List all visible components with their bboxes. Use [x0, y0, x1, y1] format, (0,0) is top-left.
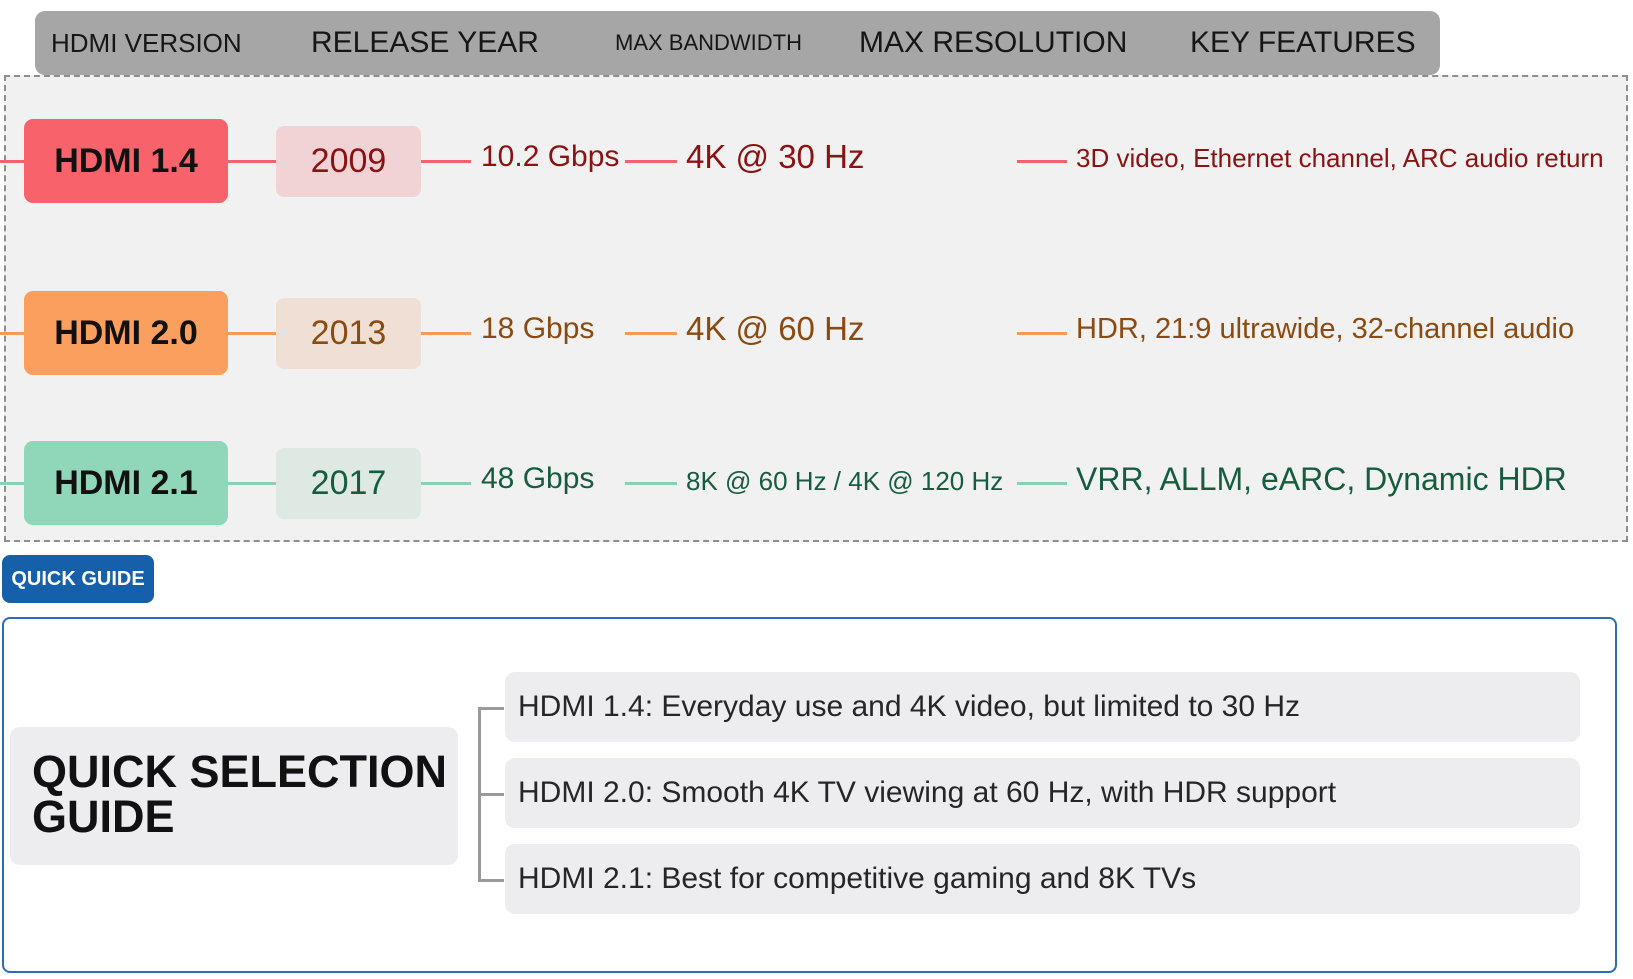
guide-item: HDMI 2.1: Best for competitive gaming an…	[505, 844, 1580, 914]
resolution-value: 4K @ 30 Hz	[686, 138, 865, 175]
header-max-bandwidth: MAX BANDWIDTH	[615, 30, 802, 55]
row-connector	[228, 160, 276, 163]
row-connector	[421, 482, 471, 485]
header-max-resolution: MAX RESOLUTION	[859, 26, 1128, 59]
year-badge: 2009	[276, 126, 421, 197]
features-value: 3D video, Ethernet channel, ARC audio re…	[1076, 143, 1604, 173]
row-connector	[228, 332, 276, 335]
resolution-value: 4K @ 60 Hz	[686, 310, 865, 347]
row-connector	[421, 160, 471, 163]
header-key-features: KEY FEATURES	[1190, 26, 1416, 59]
header-version: HDMI VERSION	[51, 28, 242, 58]
guide-item: HDMI 2.0: Smooth 4K TV viewing at 60 Hz,…	[505, 758, 1580, 828]
quick-guide-tag: QUICK GUIDE	[2, 555, 154, 603]
bandwidth-value: 18 Gbps	[481, 312, 595, 345]
year-badge: 2013	[276, 298, 421, 369]
hdmi-row: HDMI 2.0 2013 18 Gbps 4K @ 60 Hz HDR, 21…	[0, 288, 1633, 378]
version-badge: HDMI 2.1	[24, 441, 228, 525]
hdmi-row: HDMI 2.1 2017 48 Gbps 8K @ 60 Hz / 4K @ …	[0, 438, 1633, 528]
features-value: VRR, ALLM, eARC, Dynamic HDR	[1076, 461, 1567, 497]
row-connector	[0, 332, 24, 335]
year-badge: 2017	[276, 448, 421, 519]
row-connector	[1017, 482, 1067, 485]
guide-bracket-tick	[478, 879, 504, 882]
row-connector	[228, 482, 276, 485]
row-connector	[421, 332, 471, 335]
guide-bracket-tick	[478, 707, 504, 710]
row-connector	[0, 160, 24, 163]
hdmi-row: HDMI 1.4 2009 10.2 Gbps 4K @ 30 Hz 3D vi…	[0, 116, 1633, 206]
header-release-year: RELEASE YEAR	[311, 26, 539, 59]
bandwidth-value: 48 Gbps	[481, 462, 595, 495]
guide-item: HDMI 1.4: Everyday use and 4K video, but…	[505, 672, 1580, 742]
bandwidth-value: 10.2 Gbps	[481, 140, 620, 173]
row-connector	[625, 160, 677, 163]
row-connector	[625, 332, 677, 335]
row-connector	[0, 482, 24, 485]
guide-title: QUICK SELECTION GUIDE	[32, 746, 448, 842]
resolution-value: 8K @ 60 Hz / 4K @ 120 Hz	[686, 466, 1004, 496]
guide-title-box: QUICK SELECTION GUIDE	[10, 727, 458, 865]
guide-bracket-tick	[478, 793, 504, 796]
comparison-panel	[4, 75, 1628, 542]
row-connector	[1017, 332, 1067, 335]
table-header: HDMI VERSION RELEASE YEAR MAX BANDWIDTH …	[35, 11, 1440, 75]
row-connector	[1017, 160, 1067, 163]
version-badge: HDMI 2.0	[24, 291, 228, 375]
features-value: HDR, 21:9 ultrawide, 32-channel audio	[1076, 313, 1575, 345]
version-badge: HDMI 1.4	[24, 119, 228, 203]
row-connector	[625, 482, 677, 485]
